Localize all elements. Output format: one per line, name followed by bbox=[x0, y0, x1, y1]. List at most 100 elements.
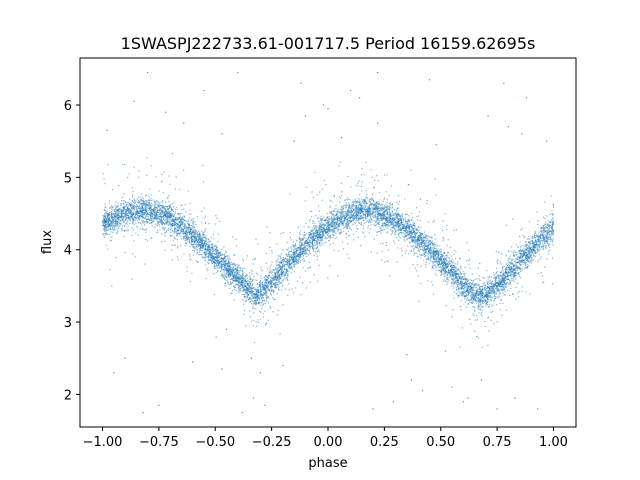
data-point bbox=[480, 303, 482, 305]
data-point bbox=[424, 241, 426, 244]
data-point bbox=[386, 206, 388, 208]
data-point bbox=[312, 236, 315, 238]
data-point bbox=[353, 215, 356, 217]
data-point bbox=[385, 244, 387, 247]
data-point bbox=[480, 300, 482, 302]
data-point bbox=[495, 287, 497, 289]
data-point bbox=[489, 282, 491, 285]
data-point bbox=[388, 217, 390, 219]
data-point bbox=[249, 276, 251, 278]
data-point bbox=[125, 214, 127, 216]
data-point bbox=[552, 217, 554, 219]
data-point bbox=[430, 240, 432, 242]
data-point bbox=[174, 237, 176, 240]
data-point bbox=[160, 208, 162, 210]
data-point bbox=[358, 200, 360, 202]
data-point bbox=[218, 261, 220, 263]
data-point bbox=[201, 237, 203, 239]
data-point bbox=[466, 259, 468, 262]
data-point bbox=[480, 312, 483, 314]
data-point bbox=[368, 205, 370, 207]
data-point bbox=[259, 289, 261, 291]
data-point bbox=[343, 217, 345, 219]
data-point bbox=[354, 217, 356, 219]
data-point bbox=[433, 220, 435, 222]
data-point bbox=[484, 284, 486, 286]
data-point bbox=[121, 216, 123, 218]
data-point bbox=[183, 226, 186, 229]
data-point bbox=[122, 163, 124, 165]
data-point bbox=[263, 303, 265, 305]
data-point bbox=[305, 222, 307, 225]
data-point bbox=[120, 220, 122, 222]
data-point bbox=[431, 261, 433, 263]
data-point bbox=[204, 215, 207, 217]
data-point bbox=[224, 277, 226, 279]
data-point bbox=[183, 169, 185, 171]
data-point bbox=[226, 276, 228, 279]
data-point bbox=[498, 280, 500, 282]
data-point bbox=[450, 255, 452, 257]
data-point bbox=[446, 263, 449, 265]
data-point bbox=[367, 227, 369, 229]
data-point bbox=[305, 251, 307, 253]
data-point bbox=[330, 225, 332, 227]
data-point bbox=[470, 300, 472, 302]
data-point bbox=[275, 272, 278, 274]
data-point bbox=[392, 230, 394, 232]
data-point bbox=[364, 200, 366, 202]
data-point bbox=[216, 263, 218, 265]
data-point bbox=[350, 212, 352, 214]
data-point bbox=[509, 271, 512, 273]
data-point bbox=[422, 249, 424, 251]
data-point bbox=[386, 232, 388, 234]
data-point bbox=[292, 263, 295, 266]
data-point bbox=[368, 210, 370, 212]
data-point bbox=[323, 230, 325, 232]
data-point bbox=[321, 236, 323, 238]
data-point bbox=[390, 216, 393, 218]
data-point bbox=[459, 284, 461, 286]
data-point bbox=[545, 215, 548, 217]
data-point bbox=[367, 208, 370, 210]
data-point bbox=[319, 228, 321, 230]
data-point bbox=[455, 277, 457, 279]
data-point bbox=[211, 259, 213, 261]
data-point bbox=[327, 235, 329, 237]
data-point bbox=[237, 270, 239, 272]
data-point bbox=[519, 262, 521, 264]
data-point bbox=[345, 199, 347, 201]
data-point bbox=[370, 204, 373, 206]
data-point bbox=[127, 228, 129, 230]
data-point bbox=[326, 222, 329, 224]
data-point bbox=[138, 196, 140, 198]
data-point bbox=[213, 246, 215, 248]
data-point bbox=[295, 263, 297, 265]
data-point bbox=[113, 223, 115, 225]
data-point bbox=[337, 210, 339, 212]
data-point bbox=[455, 288, 458, 290]
data-point bbox=[216, 266, 218, 268]
data-point bbox=[264, 310, 266, 313]
data-point bbox=[526, 263, 528, 266]
data-point bbox=[375, 219, 377, 221]
data-point bbox=[174, 188, 176, 190]
data-point bbox=[327, 222, 329, 224]
data-point bbox=[455, 277, 457, 279]
data-point bbox=[178, 232, 180, 234]
data-point bbox=[175, 238, 177, 240]
data-point bbox=[446, 283, 448, 285]
data-point bbox=[332, 226, 334, 228]
data-point bbox=[165, 219, 167, 221]
data-point bbox=[431, 267, 433, 270]
data-point bbox=[273, 290, 275, 292]
data-point bbox=[315, 241, 317, 244]
data-point bbox=[480, 313, 482, 315]
data-point bbox=[458, 295, 460, 297]
data-point bbox=[149, 208, 151, 210]
data-point bbox=[244, 293, 246, 296]
data-point bbox=[135, 218, 138, 220]
data-point bbox=[394, 242, 396, 244]
data-point bbox=[374, 204, 377, 206]
data-point bbox=[209, 256, 211, 258]
